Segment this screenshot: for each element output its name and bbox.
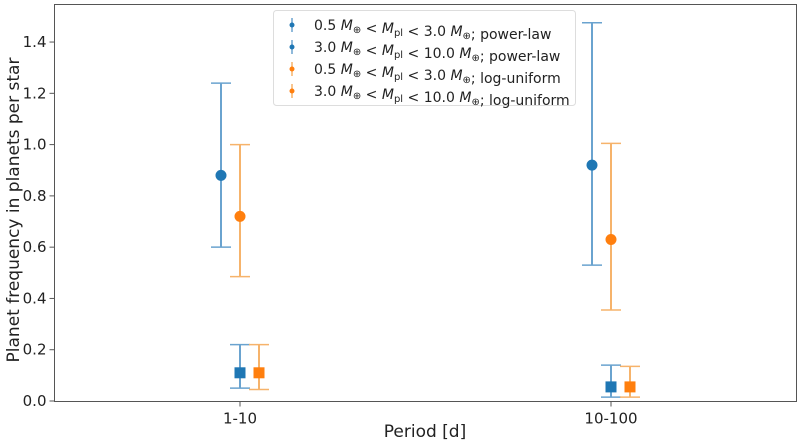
data-point	[215, 169, 227, 181]
legend-entry: 0.5 M⊕ < Mpl < 3.0 M⊕; power-law	[289, 18, 551, 43]
y-tick-label: 0.0	[23, 392, 47, 410]
legend-marker	[289, 88, 295, 94]
x-axis-label: Period [d]	[384, 422, 466, 442]
axes-frame	[54, 4, 797, 402]
legend-label: 3.0 M⊕ < Mpl < 10.0 M⊕; power-law	[314, 40, 560, 65]
legend-label: 3.0 M⊕ < Mpl < 10.0 M⊕; log-uniform	[314, 84, 570, 109]
series-1	[211, 22, 602, 266]
legend-label: 0.5 M⊕ < Mpl < 3.0 M⊕; log-uniform	[314, 62, 561, 87]
y-tick-label: 0.2	[23, 341, 47, 359]
y-tick-label: 0.8	[23, 187, 47, 205]
series-3	[230, 142, 621, 311]
data-point	[234, 367, 246, 379]
data-point	[586, 159, 598, 171]
data-point	[605, 233, 617, 245]
data-point	[234, 210, 246, 222]
legend-entry: 3.0 M⊕ < Mpl < 10.0 M⊕; log-uniform	[289, 84, 570, 109]
legend-label: 0.5 M⊕ < Mpl < 3.0 M⊕; power-law	[314, 18, 551, 43]
data-point	[253, 367, 265, 379]
y-axis-label: Planet frequency in planets per star	[4, 58, 24, 363]
x-axis-ticks: 1-10 10-100	[223, 401, 638, 428]
data-point	[624, 381, 636, 393]
series-2	[249, 343, 640, 398]
legend-marker	[289, 66, 295, 72]
series-0	[230, 343, 621, 398]
legend-box	[273, 10, 576, 106]
data-point	[605, 381, 617, 393]
x-tick-label: 1-10	[223, 410, 257, 428]
legend-entry: 3.0 M⊕ < Mpl < 10.0 M⊕; power-law	[289, 40, 560, 65]
y-tick-label: 0.4	[23, 289, 47, 307]
legend-marker	[289, 22, 295, 28]
y-tick-label: 0.6	[23, 238, 47, 256]
x-tick-label: 10-100	[584, 410, 637, 428]
y-tick-label: 1.4	[23, 33, 47, 51]
legend-entry: 0.5 M⊕ < Mpl < 3.0 M⊕; log-uniform	[289, 62, 561, 87]
y-axis-ticks: 0.0 0.2 0.4 0.6 0.8 1.0 1.2 1.4	[23, 33, 55, 410]
y-tick-label: 1.0	[23, 136, 47, 154]
plot-area	[211, 22, 640, 398]
legend-marker	[289, 44, 295, 50]
y-tick-label: 1.2	[23, 84, 47, 102]
